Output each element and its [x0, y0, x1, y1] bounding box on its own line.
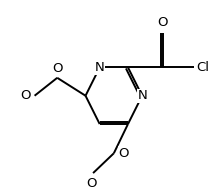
Text: Cl: Cl — [196, 61, 209, 74]
Text: N: N — [95, 61, 105, 74]
Text: O: O — [86, 177, 96, 190]
Text: O: O — [20, 89, 31, 102]
Text: O: O — [158, 16, 168, 29]
Text: O: O — [52, 62, 62, 75]
Text: O: O — [119, 147, 129, 160]
Text: N: N — [137, 89, 147, 102]
